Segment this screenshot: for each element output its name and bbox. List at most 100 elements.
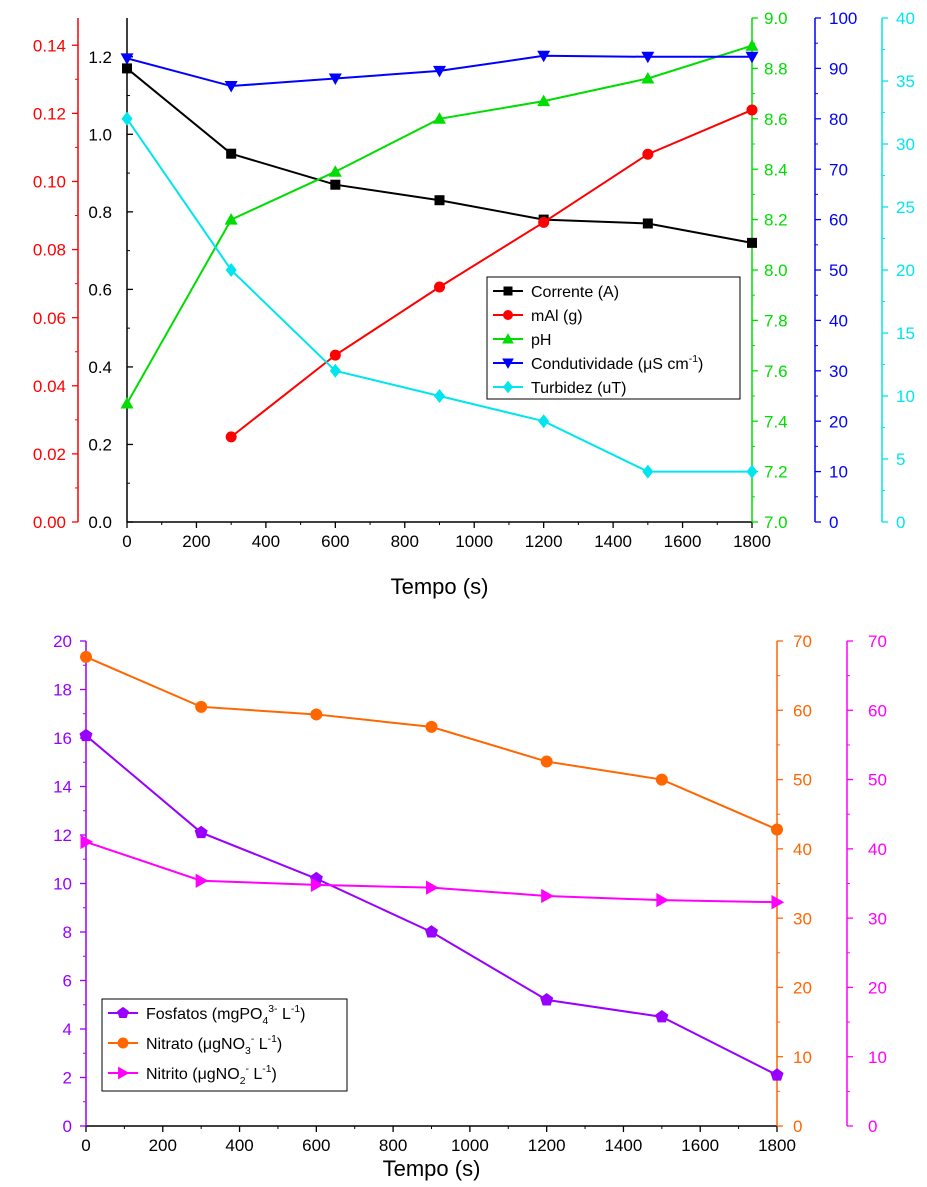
data-point — [541, 888, 554, 904]
legend-label-part: Condutividade ( — [531, 356, 644, 373]
legend-label-part: ) — [277, 1036, 282, 1053]
legend-marker — [502, 358, 514, 369]
y-tick-label: 7.4 — [764, 412, 788, 431]
legend-marker — [117, 1037, 129, 1049]
data-point — [310, 877, 324, 893]
data-point — [655, 773, 668, 786]
legend-label-part: -1 — [268, 1034, 277, 1045]
data-point — [770, 1068, 784, 1081]
y-tick-label: 50 — [829, 261, 848, 280]
y-tick-label: 20 — [896, 261, 915, 280]
legend-box — [486, 276, 741, 400]
data-point — [746, 104, 758, 116]
y-tick-label: 0.06 — [33, 309, 66, 328]
legend-label-part: L — [249, 1066, 262, 1083]
data-point — [194, 825, 208, 839]
y-axis-nitrate: 0 10 20 30 40 50 60 70 — [776, 632, 812, 1136]
legend-marker — [503, 310, 513, 320]
data-point — [433, 112, 446, 124]
legend-label-part: L — [278, 1006, 291, 1023]
x-axis: 0 200 400 600 800 1000 1200 1400 1600 1800 Tempo (… — [122, 521, 771, 599]
y-tick-label: 50 — [793, 771, 812, 790]
legend-marker — [503, 286, 513, 296]
data-point — [195, 700, 208, 713]
legend-label-part: ) — [272, 1066, 277, 1083]
y-tick-label: 70 — [829, 160, 848, 179]
legend-label-part: pH — [531, 332, 551, 349]
y-tick-label: 30 — [793, 909, 812, 928]
y-tick-label: 40 — [793, 840, 812, 859]
legend-label-part: -1 — [689, 354, 698, 365]
x-tick-label: 1800 — [733, 532, 771, 551]
x-tick-label: 1600 — [664, 532, 702, 551]
legend-label: Fosfatos (mgPO43- L-1) — [146, 1004, 305, 1027]
y-tick-label: 60 — [793, 701, 812, 720]
legend-label-part: -1 — [291, 1004, 300, 1015]
data-point — [771, 823, 783, 836]
data-point — [424, 925, 439, 938]
y-tick-label: 7.6 — [764, 362, 788, 381]
legend-label: mAl (g) — [531, 308, 583, 325]
legend: Corrente (A) mAl (g) pH Condutividade (μS c… — [486, 276, 741, 400]
y-tick-label: 8.6 — [764, 110, 788, 129]
legend-label-part: μ — [203, 1036, 212, 1053]
y-tick-label: 15 — [896, 324, 915, 343]
y-tick-label: 40 — [896, 9, 915, 28]
y-tick-label: 10 — [793, 1048, 812, 1067]
x-tick-label: 1800 — [758, 1136, 796, 1155]
data-point — [122, 63, 132, 74]
x-tick-label: 600 — [302, 1136, 330, 1155]
x-axis-title: Tempo (s) — [391, 574, 489, 599]
data-point — [328, 73, 342, 85]
x-tick-label: 200 — [149, 1136, 177, 1155]
legend-marker — [118, 1066, 130, 1080]
y-tick-label: 18 — [53, 681, 72, 700]
y-tick-label: 60 — [829, 211, 848, 230]
y-tick-label: 0.2 — [88, 436, 112, 455]
y-tick-label: 0.12 — [33, 104, 66, 123]
x-tick-label: 800 — [391, 532, 419, 551]
y-tick-label: 8.8 — [764, 60, 788, 79]
data-point — [79, 728, 93, 742]
data-point — [225, 263, 237, 277]
y-tick-label: 0.04 — [33, 377, 66, 396]
y-tick-label: 0 — [829, 513, 838, 532]
legend-entry: Nitrito (μgNO2- L-1) — [108, 1064, 277, 1087]
y-tick-label: 40 — [829, 312, 848, 331]
legend-label-part: -1 — [262, 1064, 271, 1075]
series-nitrate — [80, 650, 783, 836]
data-point — [330, 179, 341, 190]
y-tick-label: 10 — [896, 387, 915, 406]
y-tick-label: 30 — [896, 135, 915, 154]
series-current — [122, 63, 757, 248]
legend-label-part: 4 — [262, 1016, 268, 1027]
legend-entry: Corrente (A) — [493, 284, 619, 301]
data-point — [745, 39, 759, 51]
y-tick-label: 40 — [868, 840, 887, 859]
y-tick-label: 7.8 — [764, 312, 788, 331]
y-tick-label: 8.0 — [764, 261, 788, 280]
data-point — [224, 213, 238, 225]
data-point — [225, 431, 237, 443]
data-point — [641, 51, 655, 64]
legend-label: Condutividade (μS cm-1) — [531, 354, 703, 373]
data-point — [538, 414, 550, 429]
data-point — [121, 111, 133, 126]
data-point — [655, 1010, 669, 1023]
legend-label-part: Corrente (A) — [531, 284, 619, 301]
x-axis-title: Tempo (s) — [383, 1156, 481, 1181]
data-point — [747, 237, 757, 248]
data-point — [328, 165, 342, 177]
y-axis-mass: 0.00 0.02 0.04 0.06 0.08 0.10 0.12 0.14 — [33, 18, 79, 532]
legend-label-part: S cm — [652, 356, 688, 373]
data-point — [80, 650, 92, 663]
x-tick-label: 1200 — [525, 532, 563, 551]
y-tick-label: 6 — [63, 972, 72, 991]
y-axis-cond: 0 10 20 30 40 50 60 70 80 90 100 — [814, 9, 857, 532]
data-point — [329, 363, 341, 378]
y-tick-label: 0 — [896, 513, 905, 532]
x-tick-label: 0 — [122, 532, 131, 551]
y-tick-label: 60 — [868, 701, 887, 720]
legend-marker — [502, 333, 514, 344]
legend-label: pH — [531, 332, 551, 349]
